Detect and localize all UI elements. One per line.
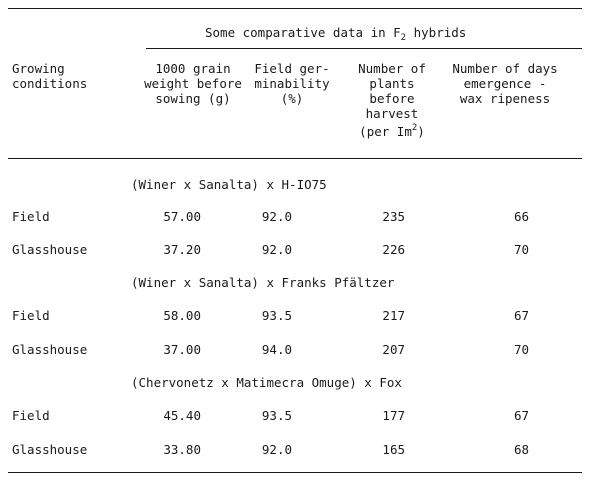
- span-rule: [146, 48, 582, 49]
- cell-plants: 207: [382, 342, 405, 357]
- row-condition: Glasshouse: [12, 342, 88, 357]
- span-title-suffix: hybrids: [406, 25, 467, 40]
- cell-plants: 177: [382, 408, 405, 423]
- cell-germ: 92.0: [261, 209, 292, 224]
- col-header-germ: Field ger- minability (%): [254, 61, 330, 106]
- cell-days: 68: [513, 442, 529, 457]
- group-title: (Winer x Sanalta) x H-IO75: [131, 177, 327, 192]
- col-header-growing: Growing conditions: [12, 61, 88, 91]
- col-header-plants-close: ): [417, 124, 425, 139]
- col-header-grain: 1000 grain weight before sowing (g): [144, 61, 242, 106]
- cell-plants: 226: [382, 242, 405, 257]
- cell-grain: 58.00: [163, 308, 201, 323]
- group-title: (Chervonetz x Matimecra Omuge) x Fox: [131, 375, 402, 390]
- cell-grain: 37.20: [163, 242, 201, 257]
- bottom-rule: [8, 472, 582, 473]
- cell-days: 70: [513, 342, 529, 357]
- row-condition: Field: [12, 209, 50, 224]
- cell-grain: 33.80: [163, 442, 201, 457]
- cell-days: 67: [513, 308, 529, 323]
- span-title-subscript: 2: [400, 33, 407, 43]
- cell-plants: 217: [382, 308, 405, 323]
- cell-days: 67: [513, 408, 529, 423]
- cell-germ: 94.0: [261, 342, 292, 357]
- row-condition: Glasshouse: [12, 242, 88, 257]
- cell-germ: 92.0: [261, 242, 292, 257]
- col-header-plants-sup: 2: [411, 123, 418, 133]
- cell-grain: 37.00: [163, 342, 201, 357]
- span-title: Some comparative data in F2 hybrids: [205, 25, 466, 43]
- row-condition: Field: [12, 308, 50, 323]
- cell-days: 70: [513, 242, 529, 257]
- header-bottom-rule: [8, 158, 582, 159]
- span-title-text: Some comparative data in F: [205, 25, 401, 40]
- cell-plants: 235: [382, 209, 405, 224]
- cell-grain: 45.40: [163, 408, 201, 423]
- cell-plants: 165: [382, 442, 405, 457]
- cell-grain: 57.00: [163, 209, 201, 224]
- cell-days: 66: [513, 209, 529, 224]
- top-rule: [8, 8, 582, 9]
- col-header-days: Number of days emergence - wax ripeness: [452, 61, 558, 106]
- group-title: (Winer x Sanalta) x Franks Pfältzer: [131, 275, 395, 290]
- cell-germ: 93.5: [261, 308, 292, 323]
- cell-germ: 93.5: [261, 408, 292, 423]
- cell-germ: 92.0: [261, 442, 292, 457]
- row-condition: Glasshouse: [12, 442, 88, 457]
- col-header-plants-text: Number of plants before harvest (per Im: [358, 61, 426, 139]
- row-condition: Field: [12, 408, 50, 423]
- col-header-plants: Number of plants before harvest (per Im2…: [350, 61, 434, 139]
